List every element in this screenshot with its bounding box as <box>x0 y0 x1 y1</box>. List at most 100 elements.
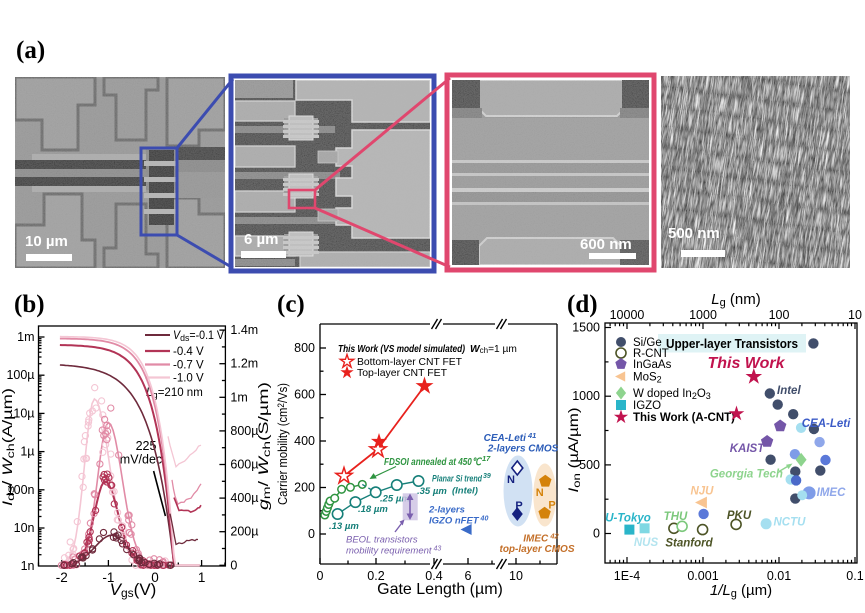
svg-text:6: 6 <box>465 569 472 583</box>
svg-text:2-layers: 2-layers <box>428 505 465 516</box>
svg-text:100n: 100n <box>7 483 35 497</box>
svg-text:Intel: Intel <box>777 385 801 397</box>
svg-text:FDSOI annealed at 450℃: FDSOI annealed at 450℃ <box>384 457 482 468</box>
svg-text:(a): (a) <box>16 37 45 64</box>
svg-text:Bottom-layer CNT FET: Bottom-layer CNT FET <box>357 357 462 368</box>
svg-text:0.01: 0.01 <box>767 569 791 583</box>
svg-text:BEOL transistors: BEOL transistors <box>346 535 418 546</box>
svg-text:P: P <box>548 500 555 512</box>
svg-text:This Work: This Work <box>707 355 785 372</box>
svg-text:0.1: 0.1 <box>846 569 863 583</box>
svg-text:1m: 1m <box>17 330 34 344</box>
svg-text:NCTU: NCTU <box>774 517 807 529</box>
svg-text:1500: 1500 <box>572 321 600 335</box>
svg-text:.13 µm: .13 µm <box>329 521 359 532</box>
svg-text:-0.4 V: -0.4 V <box>173 346 204 358</box>
svg-text:NJU: NJU <box>690 486 714 498</box>
svg-text:10: 10 <box>509 569 523 583</box>
svg-text:2-layers CMOS: 2-layers CMOS <box>487 444 559 455</box>
svg-text:InGaAs: InGaAs <box>633 359 672 371</box>
svg-text:0: 0 <box>230 558 237 572</box>
svg-text:800µ: 800µ <box>230 424 258 438</box>
svg-text:800: 800 <box>294 341 315 355</box>
svg-text:Upper-layer Transistors: Upper-layer Transistors <box>666 336 798 351</box>
svg-text:0: 0 <box>317 569 324 583</box>
svg-text:IMEC: IMEC <box>817 487 846 499</box>
svg-text:.25 µm: .25 µm <box>380 494 410 505</box>
svg-text:Lg (nm): Lg (nm) <box>711 291 760 309</box>
svg-text:400µ: 400µ <box>230 491 258 505</box>
svg-text:17: 17 <box>482 454 491 463</box>
svg-text:0.001: 0.001 <box>687 569 718 583</box>
svg-text:Ids/ Wch(A/µm): Ids/ Wch(A/µm) <box>0 388 17 506</box>
svg-text:10: 10 <box>848 308 862 322</box>
svg-text:600µ: 600µ <box>230 458 258 472</box>
svg-text:1µ: 1µ <box>20 445 34 459</box>
svg-text:1/Lg (µm): 1/Lg (µm) <box>710 582 772 600</box>
svg-text:500 nm: 500 nm <box>668 225 720 242</box>
svg-text:Carrier mobility (cm2/Vs): Carrier mobility (cm2/Vs) <box>275 383 290 505</box>
svg-text:Stanford: Stanford <box>665 538 713 550</box>
svg-text:10n: 10n <box>14 521 35 535</box>
svg-text:225: 225 <box>136 439 157 453</box>
svg-text:Gate Length (µm): Gate Length (µm) <box>377 581 503 598</box>
svg-text:1000: 1000 <box>572 389 600 403</box>
svg-text:Vgs(V): Vgs(V) <box>110 580 157 600</box>
svg-text:1n: 1n <box>21 559 35 573</box>
svg-text:1E-4: 1E-4 <box>614 569 640 583</box>
svg-text:Georgia Tech: Georgia Tech <box>710 469 783 481</box>
svg-text:1m: 1m <box>230 390 247 404</box>
svg-text:top-layer CMOS: top-layer CMOS <box>499 544 574 555</box>
svg-text:39: 39 <box>483 473 491 480</box>
svg-text:Vds=-0.1 V: Vds=-0.1 V <box>173 330 224 344</box>
svg-text:(d): (d) <box>567 291 598 318</box>
svg-text:NUS: NUS <box>634 537 659 549</box>
svg-text:0: 0 <box>151 570 159 585</box>
svg-text:1: 1 <box>198 570 206 585</box>
svg-text:IGZO nFET 40: IGZO nFET 40 <box>429 516 488 527</box>
svg-text:PKU: PKU <box>727 510 752 522</box>
svg-text:Wch=1 µm: Wch=1 µm <box>470 344 517 355</box>
svg-text:500: 500 <box>579 458 600 472</box>
svg-text:gm/ Wch(S/µm): gm/ Wch(S/µm) <box>256 382 273 510</box>
svg-text:mV/dec: mV/dec <box>120 453 162 467</box>
svg-text:200µ: 200µ <box>230 525 258 539</box>
svg-text:Ion (µA/µm): Ion (µA/µm) <box>566 408 583 493</box>
svg-text:IGZO: IGZO <box>633 400 661 412</box>
svg-text:0.2: 0.2 <box>367 569 384 583</box>
svg-text:6 µm: 6 µm <box>244 231 279 248</box>
svg-text:Planar Si trend: Planar Si trend <box>432 474 482 485</box>
svg-text:.35 µm: .35 µm <box>417 486 447 497</box>
svg-text:.18 µm: .18 µm <box>358 504 388 515</box>
svg-text:(c): (c) <box>277 291 305 318</box>
svg-text:-0.7 V: -0.7 V <box>173 360 204 372</box>
svg-text:Lg=210 nm: Lg=210 nm <box>146 387 203 401</box>
svg-text:P: P <box>515 500 522 512</box>
svg-text:Top-layer CNT FET: Top-layer CNT FET <box>357 368 447 379</box>
svg-text:Si/Ge: Si/Ge <box>633 337 662 349</box>
svg-text:CEA-Leti 41: CEA-Leti 41 <box>484 431 537 444</box>
svg-text:R-CNT: R-CNT <box>633 348 669 360</box>
svg-text:(Intel): (Intel) <box>452 486 478 497</box>
svg-text:0: 0 <box>308 527 315 541</box>
svg-text:0: 0 <box>593 527 600 541</box>
svg-text:100: 100 <box>769 308 790 322</box>
svg-text:MoS2: MoS2 <box>633 372 662 385</box>
svg-text:10 µm: 10 µm <box>25 233 68 250</box>
svg-text:mobility requirement 43: mobility requirement 43 <box>346 546 441 557</box>
svg-text:N: N <box>536 487 544 499</box>
svg-text:This Work (A-CNT): This Work (A-CNT) <box>633 412 735 424</box>
svg-text:600: 600 <box>294 388 315 402</box>
svg-text:CEA-Leti: CEA-Leti <box>802 418 851 430</box>
svg-text:1.2m: 1.2m <box>230 357 258 371</box>
svg-text:600 nm: 600 nm <box>580 236 632 253</box>
svg-text:N: N <box>507 474 515 486</box>
svg-text:U-Tokyo: U-Tokyo <box>605 513 651 525</box>
svg-text:W doped In2O3: W doped In2O3 <box>633 388 711 401</box>
svg-text:This Work (VS model simulated): This Work (VS model simulated) <box>338 344 465 355</box>
svg-text:-1.0 V: -1.0 V <box>173 373 204 385</box>
svg-text:(b): (b) <box>14 291 45 318</box>
svg-text:0.4: 0.4 <box>425 569 442 583</box>
svg-text:-1: -1 <box>102 570 114 585</box>
svg-text:400: 400 <box>294 434 315 448</box>
